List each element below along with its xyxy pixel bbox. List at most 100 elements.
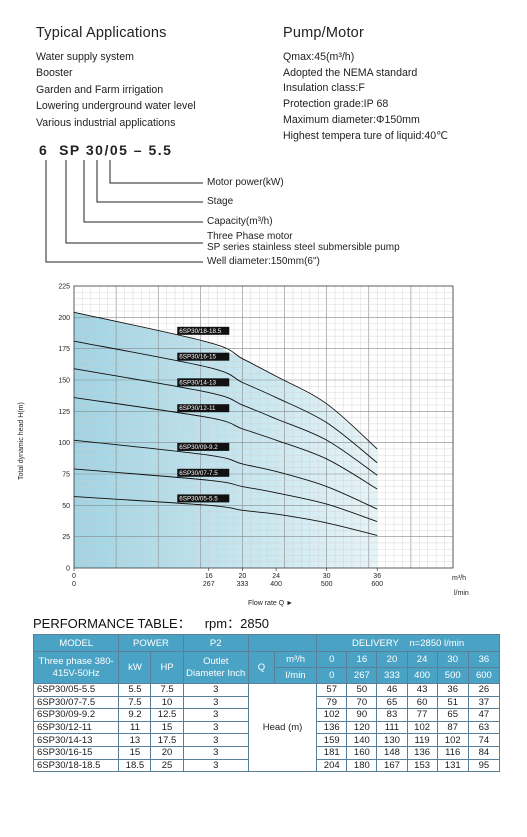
model-cell: 6SP30/16-15 bbox=[32, 745, 120, 760]
spec-item: Highest tempera ture of liquid:40℃ bbox=[283, 129, 449, 142]
series-line bbox=[73, 311, 378, 450]
q-lmin-cell: 400 bbox=[406, 667, 438, 684]
series-line bbox=[73, 496, 378, 536]
y-tick-label: 200 bbox=[58, 315, 70, 322]
model-cell: 6SP30/18-18.5 bbox=[32, 758, 120, 773]
header-kw: kW bbox=[118, 651, 152, 684]
legend-well-diameter: Well diameter:150mm(6") bbox=[207, 256, 320, 267]
series-label: 6SP30/14-13 bbox=[179, 379, 216, 386]
q-lmin-cell: 500 bbox=[436, 667, 469, 684]
application-item: Garden and Farm irrigation bbox=[36, 83, 164, 96]
table-row: 6SP30/05-5.5 5.5 7.5 3 Head (m) 57 50 46 43 36 26 bbox=[32, 682, 501, 773]
series-line bbox=[73, 397, 378, 490]
arrow-right-icon: ► bbox=[286, 600, 294, 607]
x-tick-label-m3h: 30 bbox=[323, 573, 331, 580]
head-value-cell: 130 bbox=[376, 733, 408, 747]
y-tick-label: 125 bbox=[58, 409, 70, 416]
series-label-bg bbox=[177, 442, 230, 451]
head-value-cell: 36 bbox=[436, 683, 469, 697]
y-tick-label: 150 bbox=[58, 378, 70, 385]
delivery-label: DELIVERY bbox=[352, 637, 399, 649]
kw-cell: 7.5 bbox=[118, 695, 152, 710]
q-lmin-cell: 333 bbox=[376, 667, 408, 684]
y-tick-label: 225 bbox=[58, 284, 70, 291]
head-value-cell: 79 bbox=[316, 695, 348, 710]
legend-stage: Stage bbox=[207, 196, 234, 207]
x-tick-label-m3h: 20 bbox=[239, 573, 247, 580]
hp-cell: 10 bbox=[150, 695, 184, 710]
series-line bbox=[73, 340, 378, 464]
head-value-cell: 95 bbox=[467, 758, 501, 773]
head-value-cell: 153 bbox=[406, 758, 438, 773]
table-row: 6SP30/07-7.5 7.5 10 3 79 70 65 60 51 37 bbox=[32, 695, 501, 710]
legend-sp-series: SP series stainless steel submersible pu… bbox=[207, 242, 400, 253]
outlet-cell: 3 bbox=[182, 745, 249, 760]
head-value-cell: 119 bbox=[406, 733, 438, 747]
series-label-bg bbox=[177, 326, 230, 335]
head-value-cell: 84 bbox=[467, 745, 501, 760]
header-phase: Three phase 380-415V-50Hz bbox=[32, 651, 120, 684]
head-value-cell: 46 bbox=[376, 683, 408, 697]
q-lmin-cell: 267 bbox=[346, 667, 378, 684]
q-lmin-cell: 600 bbox=[467, 667, 501, 684]
series-label-bg bbox=[177, 468, 230, 477]
application-item: Water supply system bbox=[36, 51, 134, 63]
q-m3h-cell: 16 bbox=[346, 651, 378, 668]
head-value-cell: 120 bbox=[346, 720, 378, 735]
header-power: POWER bbox=[118, 634, 184, 652]
head-value-cell: 74 bbox=[467, 733, 501, 747]
head-label-cell: Head (m) bbox=[247, 682, 318, 773]
model-cell: 6SP30/09-9.2 bbox=[32, 708, 120, 722]
table-row: 6SP30/16-15 15 20 3 181 160 148 136 116 84 bbox=[32, 745, 501, 760]
pump-motor-title: Pump/Motor bbox=[283, 25, 364, 41]
y-axis-title: Total dynamic head H(m) bbox=[18, 402, 25, 480]
legend-three-phase: Three Phase motor bbox=[207, 231, 293, 242]
outlet-cell: 3 bbox=[182, 695, 249, 710]
series-label: 6SP30/07-7.5 bbox=[179, 470, 218, 477]
series-line bbox=[73, 468, 378, 523]
header-p2: P2 bbox=[182, 634, 249, 652]
series-line bbox=[73, 368, 378, 476]
head-value-cell: 181 bbox=[316, 745, 348, 760]
head-value-cell: 26 bbox=[467, 683, 501, 697]
delivery-n: n=2850 l/min bbox=[409, 637, 465, 649]
y-tick-label: 100 bbox=[58, 440, 70, 447]
head-value-cell: 167 bbox=[376, 758, 408, 773]
x-tick-label-lmin: 0 bbox=[72, 581, 76, 588]
kw-cell: 9.2 bbox=[118, 708, 152, 722]
head-value-cell: 90 bbox=[346, 708, 378, 722]
y-tick-label: 25 bbox=[62, 534, 70, 541]
head-value-cell: 83 bbox=[376, 708, 408, 722]
spec-item: Maximum diameter:Φ150mm bbox=[283, 113, 420, 126]
performance-table: MODEL POWER P2 DELIVERY n=2850 l/min Thr… bbox=[32, 634, 501, 773]
x-tick-label-m3h: 24 bbox=[272, 573, 280, 580]
header-delivery: DELIVERY n=2850 l/min bbox=[316, 634, 500, 652]
application-item: Lowering underground water level bbox=[36, 100, 196, 113]
head-value-cell: 65 bbox=[436, 708, 469, 722]
head-value-cell: 87 bbox=[436, 720, 469, 735]
head-value-cell: 159 bbox=[316, 733, 348, 747]
head-value-cell: 131 bbox=[436, 758, 469, 773]
head-value-cell: 57 bbox=[316, 683, 348, 697]
table-header-row: MODEL POWER P2 DELIVERY n=2850 l/min bbox=[32, 634, 500, 652]
model-cell: 6SP30/12-11 bbox=[32, 720, 120, 735]
header-m3h: m³/h bbox=[273, 651, 318, 668]
outlet-cell: 3 bbox=[182, 758, 249, 773]
series-label-bg bbox=[177, 378, 230, 387]
x-tick-label-m3h: 0 bbox=[72, 573, 76, 580]
series-label: 6SP30/05-5.5 bbox=[179, 495, 218, 502]
q-m3h-cell: 24 bbox=[406, 651, 438, 668]
model-code-leader-lines bbox=[45, 160, 203, 263]
hp-cell: 12.5 bbox=[150, 708, 184, 722]
kw-cell: 18.5 bbox=[118, 758, 152, 773]
head-value-cell: 180 bbox=[346, 758, 378, 773]
hp-cell: 15 bbox=[150, 720, 184, 735]
outlet-cell: 3 bbox=[182, 720, 249, 735]
x-axis-title-text: Flow rate Q bbox=[248, 600, 285, 607]
spec-item: Protection grade:IP 68 bbox=[283, 98, 389, 111]
series-label: 6SP30/09-9.2 bbox=[179, 444, 218, 451]
x-tick-label-lmin: 400 bbox=[270, 581, 282, 588]
hp-cell: 7.5 bbox=[150, 683, 184, 697]
outlet-cell: 3 bbox=[182, 683, 249, 697]
head-value-cell: 136 bbox=[316, 720, 348, 735]
